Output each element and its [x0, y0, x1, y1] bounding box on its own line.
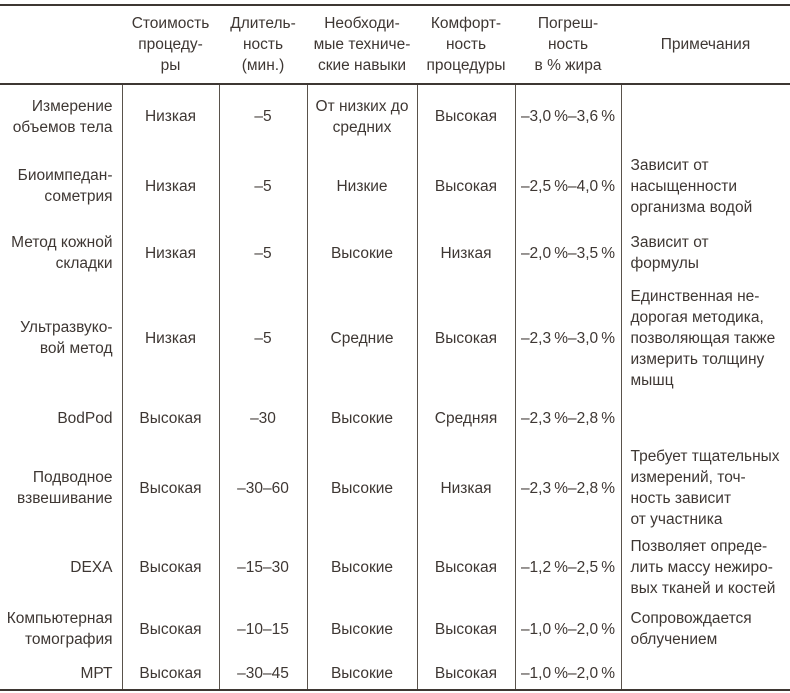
table-row: Измерение объемов тела Низкая –5 От низк…: [0, 84, 790, 148]
duration-cell: –30–60: [219, 442, 308, 534]
table-row: МРТ Высокая –30–45 Высокие Высокая –1,0 …: [0, 657, 790, 690]
method-cell: BodPod: [0, 394, 123, 442]
table-row: Метод кожной складки Низкая –5 Высокие Н…: [0, 224, 790, 282]
error-cell: –1,0 %–2,0 %: [515, 601, 622, 657]
skills-cell: Высокие: [307, 442, 418, 534]
notes-cell: Сопровождается облучением: [630, 610, 752, 648]
column-header-method: [0, 5, 122, 85]
error-cell: –1,0 %–2,0 %: [515, 657, 622, 690]
table-row: Биоимпедан- сометрия Низкая –5 Низкие Вы…: [0, 148, 790, 224]
notes-cell: Зависит от формулы: [630, 234, 709, 272]
cost-cell: Высокая: [122, 394, 220, 442]
table-row: Подводное взвешивание Высокая –30–60 Выс…: [0, 442, 790, 534]
skills-cell: Средние: [307, 282, 418, 394]
notes-cell: Требует тщательных измерений, точ- ность…: [630, 448, 780, 528]
method-cell: Метод кожной складки: [0, 224, 123, 282]
cost-cell: Низкая: [122, 148, 220, 224]
table-row: DEXA Высокая –15–30 Высокие Высокая –1,2…: [0, 534, 790, 601]
duration-cell: –30: [219, 394, 308, 442]
skills-cell: Низкие: [307, 148, 418, 224]
table-header: Стоимость процеду- ры Длитель- ность (ми…: [0, 5, 790, 85]
method-cell: Подводное взвешивание: [0, 442, 123, 534]
duration-cell: –5: [219, 148, 308, 224]
column-header-error: Погреш- ность в % жира: [515, 5, 621, 85]
error-cell: –2,3 %–2,8 %: [515, 394, 622, 442]
cost-cell: Низкая: [122, 84, 220, 148]
error-cell: –3,0 %–3,6 %: [515, 84, 622, 148]
table-body: Измерение объемов тела Низкая –5 От низк…: [0, 84, 790, 690]
notes-cell: Единственная не- дорогая методика, позво…: [630, 287, 776, 389]
error-cell: –2,0 %–3,5 %: [515, 224, 622, 282]
cost-cell: Низкая: [122, 282, 220, 394]
table-row: Ультразвуко- вой метод Низкая –5 Средние…: [0, 282, 790, 394]
cost-cell: Высокая: [122, 442, 220, 534]
cost-cell: Высокая: [122, 657, 220, 690]
notes-cell: Позволяет опреде- лить массу нежиро- вых…: [630, 538, 776, 597]
method-cell: Измерение объемов тела: [0, 84, 123, 148]
error-cell: –1,2 %–2,5 %: [515, 534, 622, 601]
skills-cell: Высокие: [307, 534, 418, 601]
column-header-comfort: Комфорт- ность процедуры: [417, 5, 515, 85]
comfort-cell: Высокая: [417, 84, 516, 148]
method-cell: МРТ: [0, 657, 123, 690]
comfort-cell: Средняя: [417, 394, 516, 442]
notes-cell: [621, 657, 790, 690]
table-row: BodPod Высокая –30 Высокие Средняя –2,3 …: [0, 394, 790, 442]
comfort-cell: Высокая: [417, 148, 516, 224]
duration-cell: –15–30: [219, 534, 308, 601]
skills-cell: От низких до средних: [307, 84, 418, 148]
method-cell: Компьютерная томография: [0, 601, 123, 657]
notes-cell: [621, 394, 790, 442]
skills-cell: Высокие: [307, 394, 418, 442]
comfort-cell: Низкая: [417, 224, 516, 282]
method-cell: Ультразвуко- вой метод: [0, 282, 123, 394]
comfort-cell: Высокая: [417, 657, 516, 690]
error-cell: –2,3 %–2,8 %: [515, 442, 622, 534]
duration-cell: –10–15: [219, 601, 308, 657]
comfort-cell: Высокая: [417, 601, 516, 657]
skills-cell: Высокие: [307, 601, 418, 657]
duration-cell: –5: [219, 282, 308, 394]
notes-cell: [621, 84, 790, 148]
cost-cell: Высокая: [122, 534, 220, 601]
duration-cell: –30–45: [219, 657, 308, 690]
method-cell: Биоимпедан- сометрия: [0, 148, 123, 224]
error-cell: –2,3 %–3,0 %: [515, 282, 622, 394]
table-row: Компьютерная томография Высокая –10–15 В…: [0, 601, 790, 657]
method-cell: DEXA: [0, 534, 123, 601]
header-row: Стоимость процеду- ры Длитель- ность (ми…: [0, 5, 790, 85]
duration-cell: –5: [219, 224, 308, 282]
column-header-cost: Стоимость процеду- ры: [122, 5, 219, 85]
body-fat-methods-table: Стоимость процеду- ры Длитель- ность (ми…: [0, 4, 790, 691]
column-header-duration: Длитель- ность (мин.): [219, 5, 307, 85]
comfort-cell: Высокая: [417, 534, 516, 601]
skills-cell: Высокие: [307, 657, 418, 690]
column-header-notes: Примечания: [621, 5, 790, 85]
cost-cell: Высокая: [122, 601, 220, 657]
column-header-skills: Необходи- мые техниче- ские навыки: [307, 5, 417, 85]
comfort-cell: Низкая: [417, 442, 516, 534]
duration-cell: –5: [219, 84, 308, 148]
error-cell: –2,5 %–4,0 %: [515, 148, 622, 224]
cost-cell: Низкая: [122, 224, 220, 282]
notes-cell: Зависит от насыщенности организма водой: [630, 156, 753, 216]
skills-cell: Высокие: [307, 224, 418, 282]
comfort-cell: Высокая: [417, 282, 516, 394]
